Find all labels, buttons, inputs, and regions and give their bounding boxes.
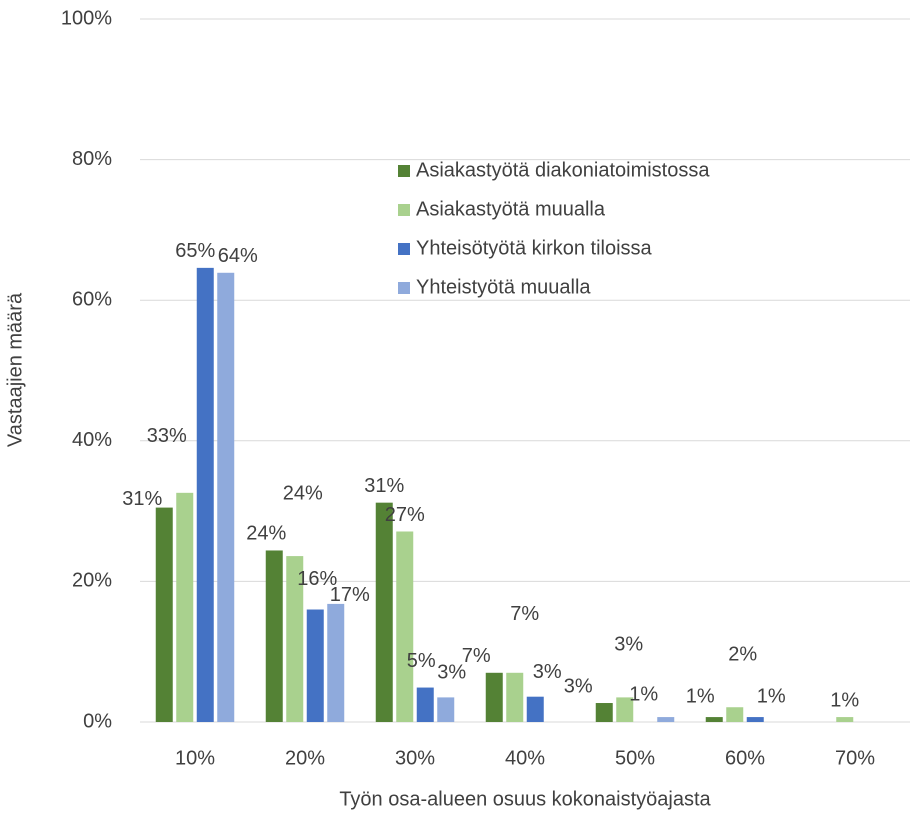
bar bbox=[616, 697, 634, 722]
value-label: 3% bbox=[533, 661, 562, 683]
bar bbox=[657, 717, 675, 722]
bar bbox=[595, 703, 613, 722]
bar bbox=[416, 687, 434, 722]
legend-label: Asiakastyötä muualla bbox=[416, 198, 606, 220]
bar bbox=[306, 609, 324, 722]
x-tick-label: 50% bbox=[615, 747, 655, 769]
value-label: 65% bbox=[175, 240, 215, 262]
value-label: 31% bbox=[364, 475, 404, 497]
bar bbox=[506, 672, 524, 722]
value-label: 3% bbox=[437, 662, 466, 684]
bar bbox=[746, 717, 764, 722]
value-label: 7% bbox=[510, 603, 539, 625]
value-label: 1% bbox=[830, 689, 859, 711]
value-label: 3% bbox=[614, 634, 643, 656]
value-label: 1% bbox=[686, 685, 715, 707]
value-label: 7% bbox=[462, 645, 491, 667]
bar bbox=[836, 717, 854, 722]
legend-swatch bbox=[398, 165, 410, 177]
x-tick-label: 40% bbox=[505, 747, 545, 769]
bar bbox=[196, 267, 214, 722]
value-label: 16% bbox=[297, 568, 337, 590]
x-tick-label: 30% bbox=[395, 747, 435, 769]
y-axis-label: Vastaajien määrä bbox=[4, 292, 26, 447]
x-tick-label: 20% bbox=[285, 747, 325, 769]
bar bbox=[327, 603, 345, 722]
legend-swatch bbox=[398, 204, 410, 216]
legend-label: Yhteistyötä muualla bbox=[416, 276, 591, 298]
bar bbox=[705, 717, 723, 722]
x-tick-label: 10% bbox=[175, 747, 215, 769]
x-tick-label: 60% bbox=[725, 747, 765, 769]
y-tick-label: 60% bbox=[72, 288, 112, 310]
y-tick-label: 100% bbox=[61, 7, 112, 29]
value-label: 5% bbox=[407, 650, 436, 672]
y-tick-label: 20% bbox=[72, 570, 112, 592]
value-label: 3% bbox=[564, 675, 593, 697]
legend-swatch bbox=[398, 282, 410, 294]
legend-label: Yhteisötyötä kirkon tiloissa bbox=[416, 237, 653, 259]
bar bbox=[217, 272, 235, 722]
y-tick-label: 0% bbox=[83, 710, 112, 732]
value-label: 24% bbox=[283, 482, 323, 504]
bar bbox=[437, 697, 455, 722]
value-label: 31% bbox=[122, 488, 162, 510]
bar bbox=[396, 531, 414, 722]
y-tick-label: 40% bbox=[72, 429, 112, 451]
y-tick-label: 80% bbox=[72, 148, 112, 170]
legend-label: Asiakastyötä diakoniatoimistossa bbox=[416, 159, 710, 181]
bar bbox=[526, 696, 544, 722]
value-label: 1% bbox=[629, 683, 658, 705]
value-label: 24% bbox=[246, 523, 286, 545]
bar bbox=[375, 502, 393, 722]
x-tick-label: 70% bbox=[835, 747, 875, 769]
value-label: 2% bbox=[728, 644, 757, 666]
bar bbox=[726, 707, 744, 722]
bar bbox=[176, 492, 194, 722]
legend-swatch bbox=[398, 243, 410, 255]
value-label: 1% bbox=[757, 685, 786, 707]
bar bbox=[155, 507, 173, 722]
x-axis-label: Työn osa-alueen osuus kokonaistyöajasta bbox=[339, 788, 711, 810]
value-label: 27% bbox=[385, 504, 425, 526]
bar bbox=[286, 556, 304, 722]
value-label: 64% bbox=[218, 245, 258, 267]
value-label: 17% bbox=[330, 584, 370, 606]
value-label: 33% bbox=[147, 425, 187, 447]
bar bbox=[265, 550, 283, 722]
bar bbox=[485, 672, 503, 722]
